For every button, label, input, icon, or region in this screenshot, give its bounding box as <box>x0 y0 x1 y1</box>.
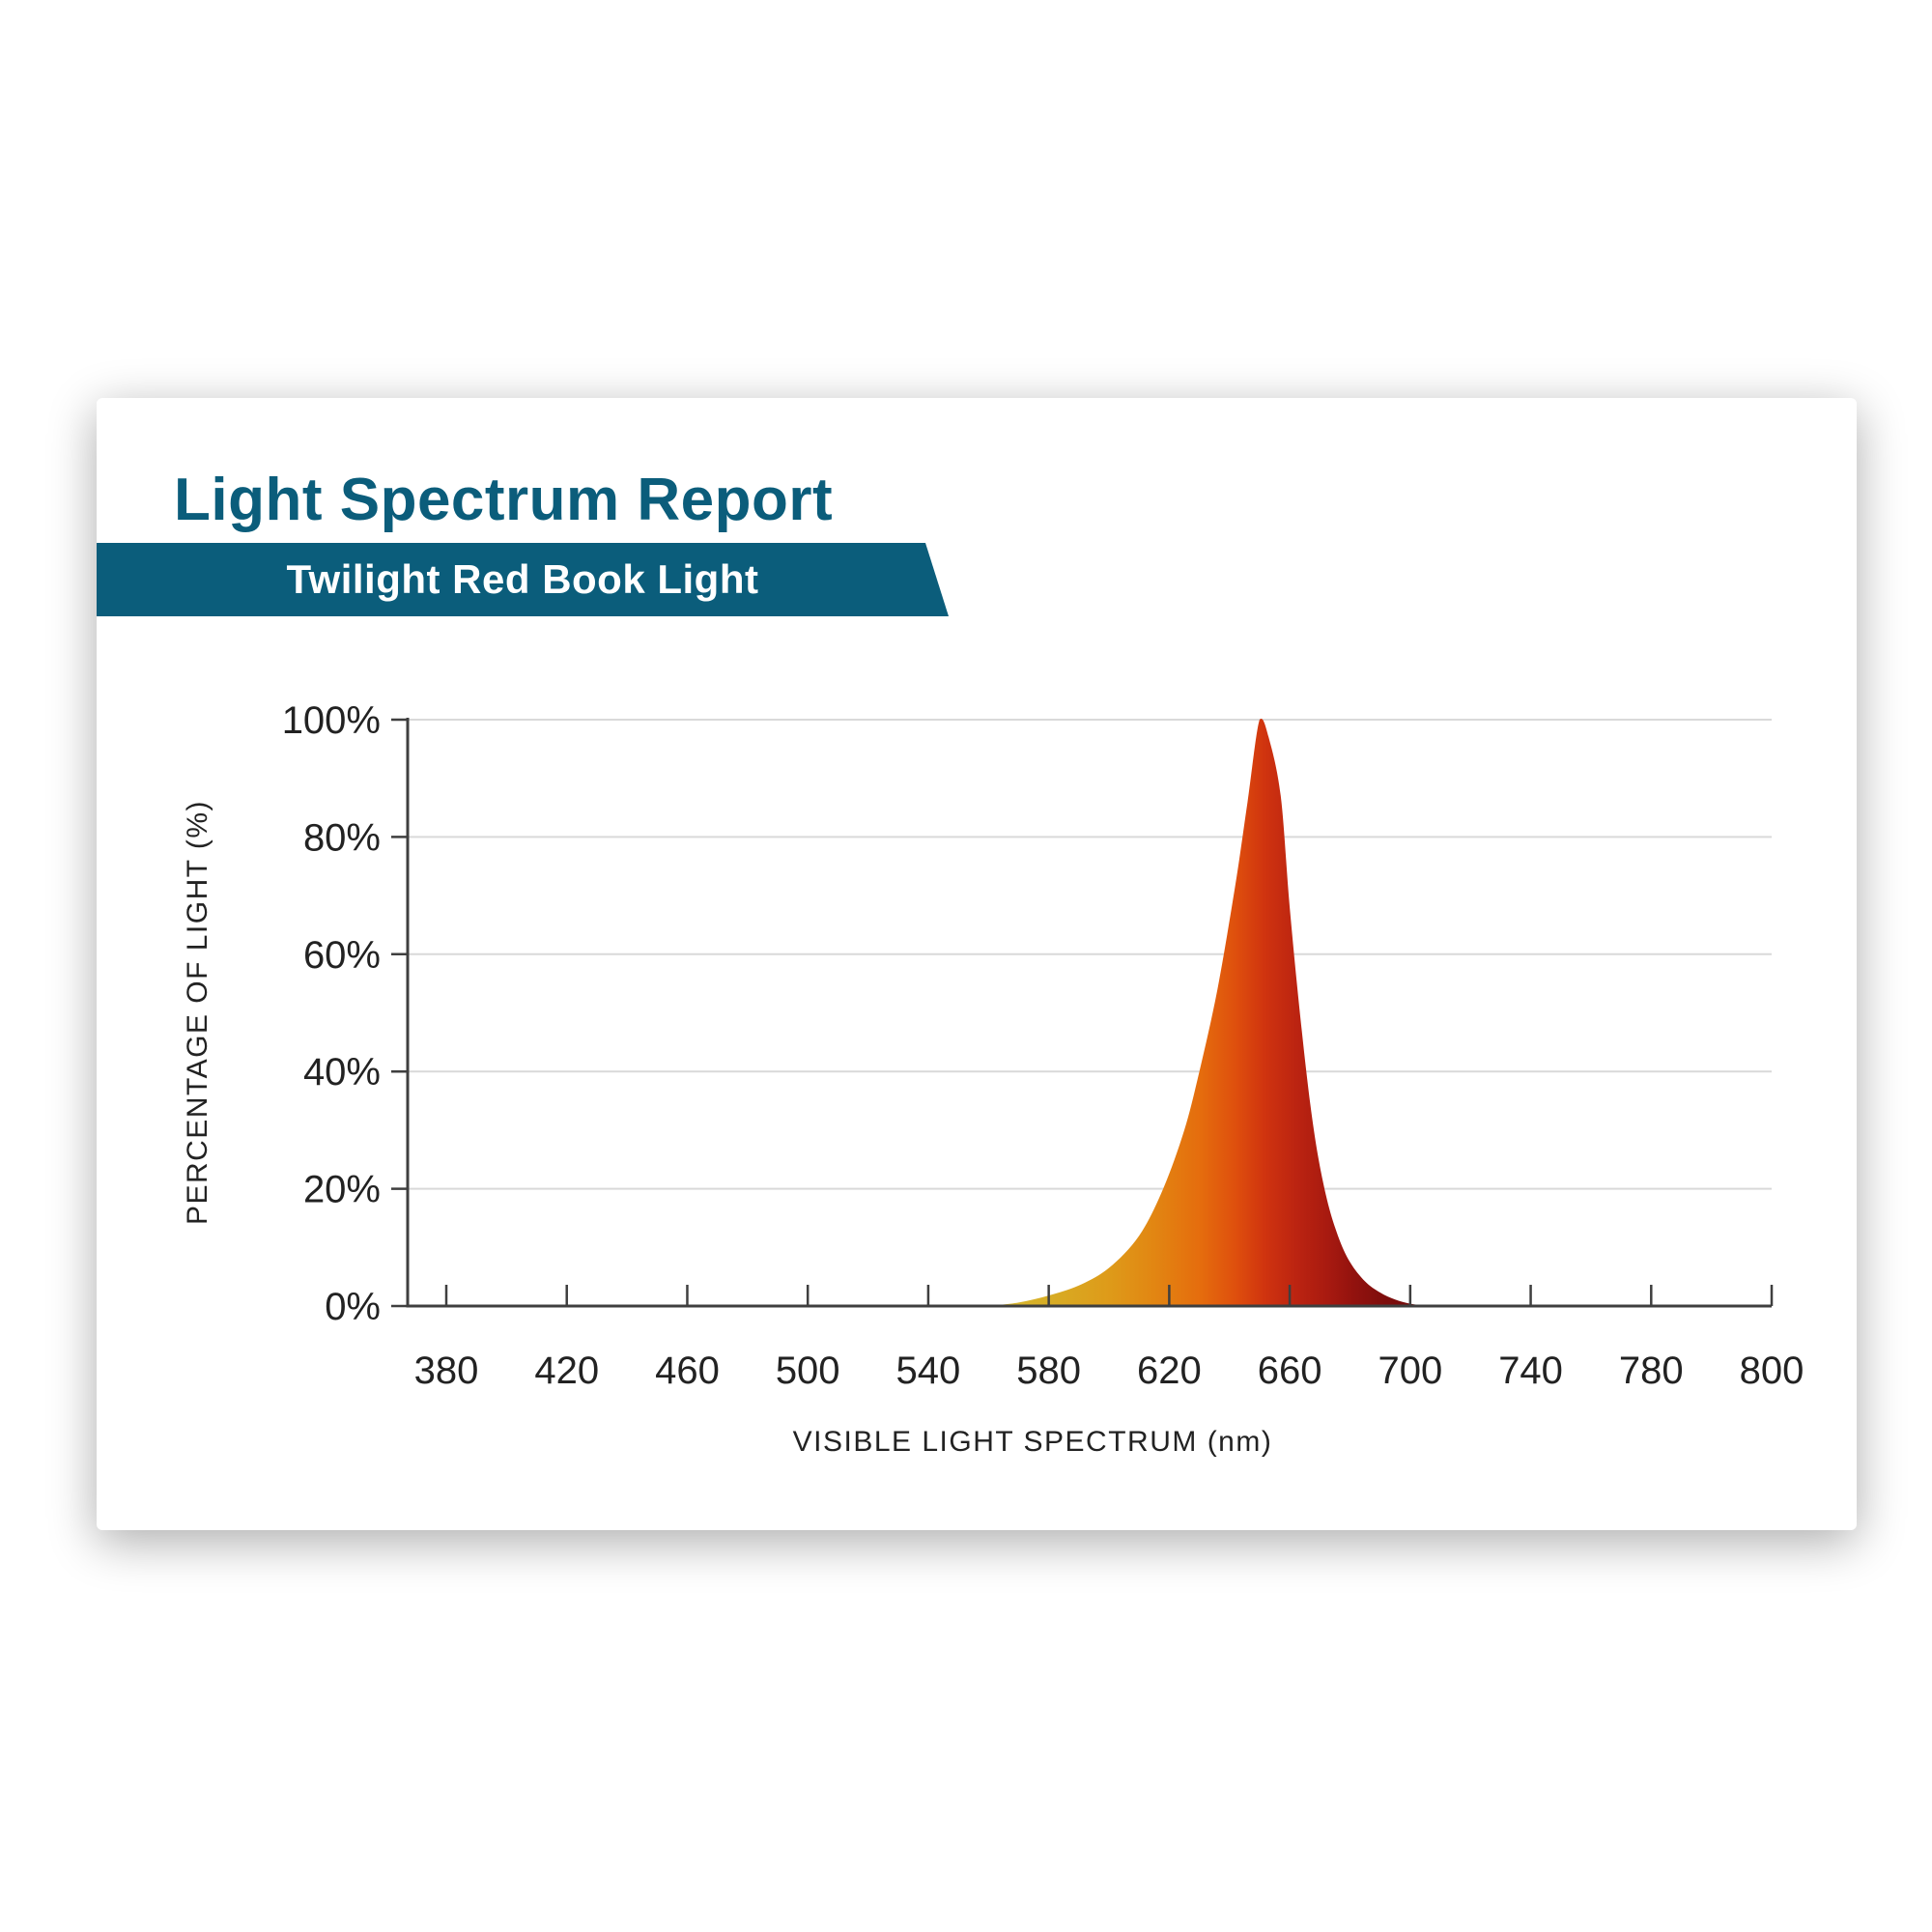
x-tick-label-700: 700 <box>1378 1350 1442 1392</box>
y-tick-label-100%: 100% <box>282 699 381 742</box>
product-name-label: Twilight Red Book Light <box>286 556 759 602</box>
x-tick-label-800: 800 <box>1740 1350 1804 1392</box>
x-tick-label-660: 660 <box>1258 1350 1322 1392</box>
y-tick-label-60%: 60% <box>303 934 381 977</box>
y-tick-label-40%: 40% <box>303 1051 381 1094</box>
y-tick-label-80%: 80% <box>303 816 381 859</box>
y-axis-title: PERCENTAGE OF LIGHT (%) <box>182 799 213 1226</box>
x-tick-label-540: 540 <box>896 1350 961 1392</box>
x-tick-label-380: 380 <box>414 1350 479 1392</box>
product-banner: Twilight Red Book Light <box>97 543 949 616</box>
x-tick-label-500: 500 <box>776 1350 840 1392</box>
report-title: Light Spectrum Report <box>174 467 834 533</box>
x-tick-label-620: 620 <box>1137 1350 1202 1392</box>
x-tick-label-580: 580 <box>1016 1350 1081 1392</box>
x-tick-label-420: 420 <box>534 1350 599 1392</box>
y-tick-label-0%: 0% <box>325 1286 381 1328</box>
x-tick-label-780: 780 <box>1619 1350 1684 1392</box>
spectrum-area <box>988 719 1440 1306</box>
x-tick-label-740: 740 <box>1498 1350 1563 1392</box>
x-axis-title: VISIBLE LIGHT SPECTRUM (nm) <box>792 1426 1273 1458</box>
y-tick-label-20%: 20% <box>303 1169 381 1211</box>
report-card: Light Spectrum Report Twilight Red Book … <box>97 398 1857 1530</box>
x-tick-label-460: 460 <box>655 1350 720 1392</box>
